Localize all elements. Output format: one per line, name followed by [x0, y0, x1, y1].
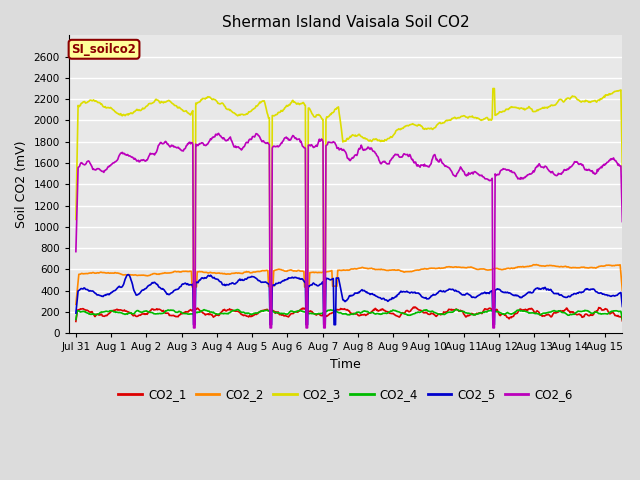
- Legend: CO2_1, CO2_2, CO2_3, CO2_4, CO2_5, CO2_6: CO2_1, CO2_2, CO2_3, CO2_4, CO2_5, CO2_6: [114, 384, 577, 406]
- Title: Sherman Island Vaisala Soil CO2: Sherman Island Vaisala Soil CO2: [222, 15, 469, 30]
- Y-axis label: Soil CO2 (mV): Soil CO2 (mV): [15, 141, 28, 228]
- X-axis label: Time: Time: [330, 358, 361, 371]
- Text: SI_soilco2: SI_soilco2: [72, 43, 136, 56]
